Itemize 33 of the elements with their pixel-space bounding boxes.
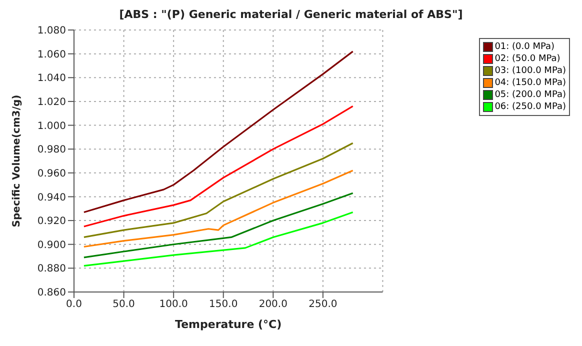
legend-label: 05: (200.0 MPa)	[494, 89, 566, 101]
x-tick-label: 100.0	[159, 299, 188, 310]
legend-label: 06: (250.0 MPa)	[494, 101, 566, 113]
line-series	[83, 105, 354, 228]
x-tick-label: 0.0	[66, 299, 82, 310]
x-tick-label: 250.0	[308, 299, 338, 310]
x-tick-label: 50.0	[112, 299, 135, 310]
y-tick-label: 0.860	[37, 288, 66, 299]
y-tick-label: 1.080	[37, 26, 66, 37]
y-tick-label: 0.940	[37, 192, 66, 204]
y-tick-label: 1.040	[37, 73, 66, 84]
legend-label: 01: (0.0 MPa)	[494, 41, 556, 53]
y-tick-label: 0.980	[37, 144, 66, 156]
y-tick-label: 1.000	[37, 120, 66, 132]
line-series	[83, 170, 354, 248]
chart-title: [ABS : "(P) Generic material / Generic material of ABS"]	[118, 8, 464, 21]
line-series	[83, 50, 354, 214]
y-tick-label: 0.900	[37, 240, 66, 251]
y-tick-label: 1.020	[37, 97, 66, 108]
line-series	[83, 192, 354, 258]
x-axis-title: Temperature (°C)	[175, 318, 282, 331]
legend-label: 03: (100.0 MPa)	[494, 65, 566, 77]
line-series	[83, 142, 354, 238]
y-axis-title: Specific Volume(cm3/g)	[12, 94, 23, 228]
y-tick-label: 1.060	[37, 49, 66, 60]
y-tick-label: 0.920	[37, 216, 66, 228]
y-tick-label: 0.880	[37, 264, 66, 275]
x-tick-label: 200.0	[258, 299, 288, 310]
y-tick-label: 0.960	[37, 168, 66, 180]
legend-label: 04: (150.0 MPa)	[494, 77, 566, 89]
legend-label: 02: (50.0 MPa)	[494, 53, 562, 65]
x-tick-label: 150.0	[209, 299, 238, 310]
line-series	[83, 211, 354, 267]
